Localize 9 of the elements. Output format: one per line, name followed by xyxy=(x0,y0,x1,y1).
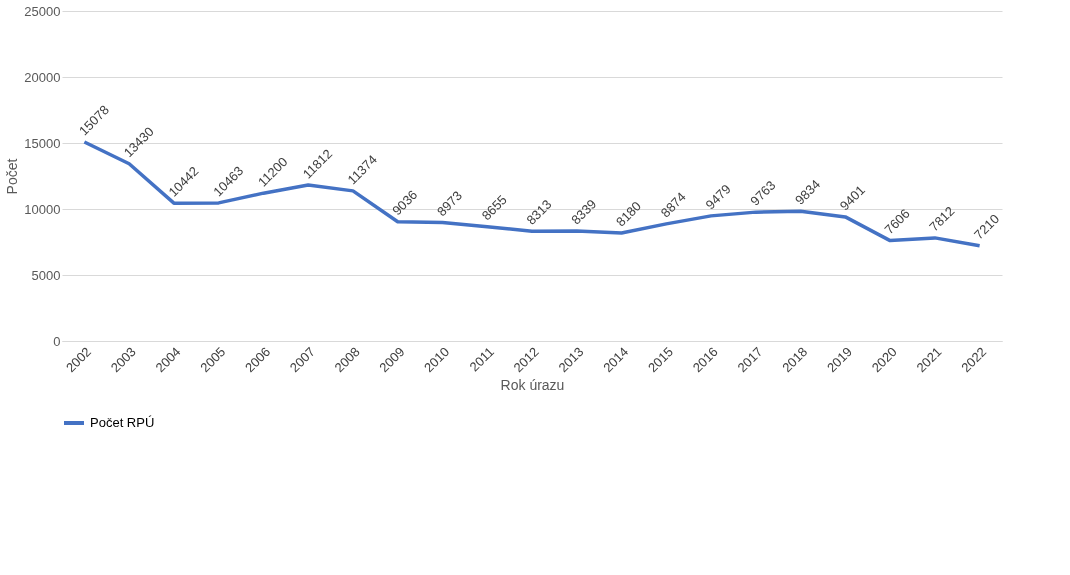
y-tick-label: 25000 xyxy=(24,3,61,19)
y-tick-label: 5000 xyxy=(31,267,61,283)
y-tick-label: 0 xyxy=(53,333,61,349)
legend-label: Počet RPÚ xyxy=(90,415,155,430)
y-tick-label: 20000 xyxy=(24,69,61,85)
y-tick-label: 10000 xyxy=(24,201,61,217)
y-axis-title: Počet xyxy=(4,158,21,195)
y-tick-label: 15000 xyxy=(24,135,61,151)
x-axis-title: Rok úrazu xyxy=(500,377,565,394)
